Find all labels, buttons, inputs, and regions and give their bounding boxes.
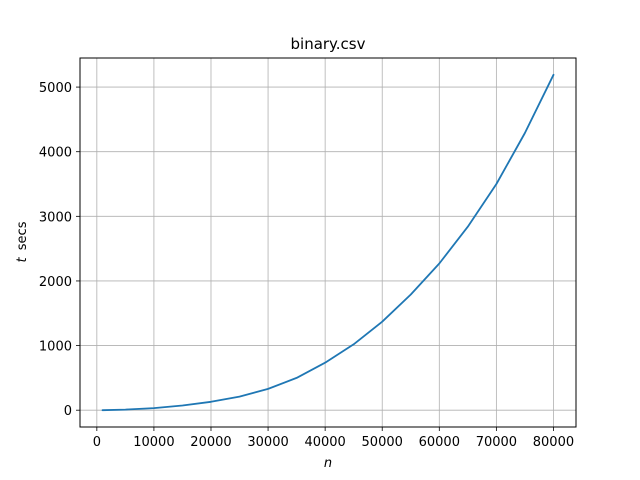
- y-axis-label: t secs: [15, 221, 30, 262]
- y-axis: 0 1000 2000 3000 4000 5000: [39, 81, 80, 419]
- x-tick-label: 20000: [190, 435, 231, 450]
- x-tick-label: 50000: [362, 435, 403, 450]
- x-tick-label: 70000: [476, 435, 517, 450]
- x-axis: 0 10000 20000 30000 40000 50000 60000 70000 8000…: [93, 427, 574, 450]
- series-line: [101, 73, 555, 412]
- x-tick-label: 30000: [247, 435, 288, 450]
- x-tick-label: 40000: [304, 435, 345, 450]
- x-tick-label: 0: [93, 435, 101, 450]
- chart-title: binary.csv: [291, 35, 366, 53]
- y-tick-label: 4000: [39, 146, 72, 161]
- y-tick-label: 2000: [39, 275, 72, 290]
- x-tick-label: 60000: [419, 435, 460, 450]
- grid: [80, 58, 576, 427]
- y-tick-label: 0: [64, 404, 72, 419]
- y-axis-label-unit: secs: [15, 221, 30, 250]
- y-tick-label: 3000: [39, 210, 72, 225]
- x-tick-label: 80000: [533, 435, 574, 450]
- y-axis-label-var: t: [15, 256, 30, 262]
- y-tick-label: 5000: [39, 81, 72, 96]
- x-axis-label: n: [324, 456, 332, 471]
- y-tick-label: 1000: [39, 340, 72, 355]
- series-layer: [101, 73, 555, 412]
- x-tick-label: 10000: [133, 435, 174, 450]
- plot-frame: [79, 57, 577, 428]
